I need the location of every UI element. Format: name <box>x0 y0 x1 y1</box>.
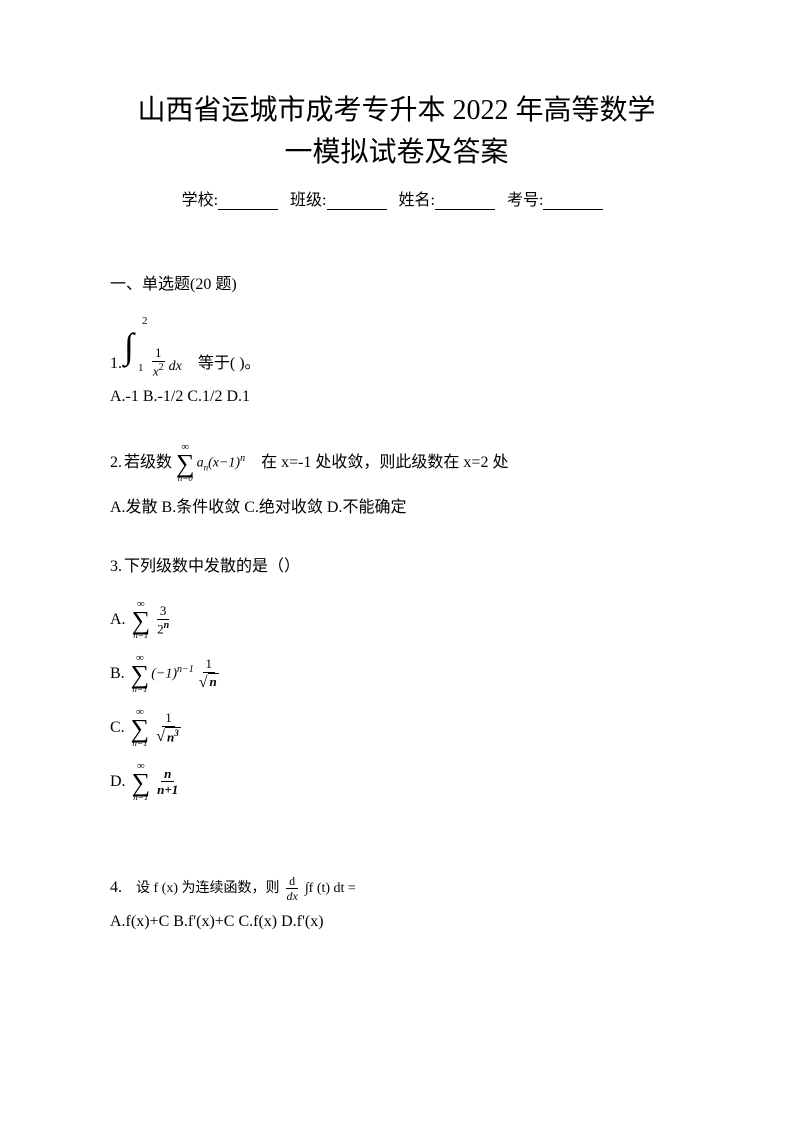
q1-dx: dx <box>169 354 182 379</box>
q1-number: 1. <box>110 350 122 379</box>
q1-frac-den: x2 <box>150 362 167 379</box>
q1-int-upper: 2 <box>142 312 148 332</box>
q1-tail: 等于( )。 <box>198 350 261 379</box>
q3-option-c: C. ∞ ∑ n=1 1 √n3 <box>110 706 683 750</box>
name-label: 姓名: <box>399 192 435 209</box>
q3c-sigma: ∞ ∑ n=1 <box>131 707 150 750</box>
q2-options: A.发散 B.条件收敛 C.绝对收敛 D.不能确定 <box>110 494 683 523</box>
q3b-sigma: ∞ ∑ n=1 <box>131 653 150 696</box>
q2-mid: 在 x=-1 处收敛，则此级数在 x=2 处 <box>261 449 508 478</box>
question-2: 2. 若级数 ∞ ∑ n=0 an(x−1)n 在 x=-1 处收敛，则此级数在… <box>110 442 683 524</box>
q3b-expr: (−1)n−1 <box>151 661 194 687</box>
q2-sigma: ∞ ∑ n=0 <box>176 442 195 485</box>
class-blank[interactable] <box>327 194 387 210</box>
name-blank[interactable] <box>435 194 495 210</box>
q3-number: 3. <box>110 553 122 582</box>
q1-fraction: 1 x2 <box>150 345 167 379</box>
question-3: 3. 下列级数中发散的是（） A. ∞ ∑ n=1 3 2n B. ∞ ∑ n=… <box>110 553 683 804</box>
school-label: 学校: <box>182 192 218 209</box>
q3-option-b: B. ∞ ∑ n=1 (−1)n−1 1 √n <box>110 652 683 696</box>
q3b-frac: 1 √n <box>196 656 222 692</box>
question-1: 1. ∫ 2 1 1 x2 dx 等于( )。 A.-1 B.-1/2 C.1/… <box>110 314 683 412</box>
q4-number: 4. <box>110 874 122 903</box>
document-title: 山西省运城市成考专升本 2022 年高等数学 一模拟试卷及答案 <box>110 90 683 174</box>
examno-label: 考号: <box>507 192 543 209</box>
q3d-frac: n n+1 <box>154 766 181 798</box>
q1-frac-num: 1 <box>152 345 165 362</box>
q1-int-lower: 1 <box>138 359 144 379</box>
q1-options: A.-1 B.-1/2 C.1/2 D.1 <box>110 383 683 412</box>
q3-option-a: A. ∞ ∑ n=1 3 2n <box>110 598 683 642</box>
q2-number: 2. <box>110 449 122 478</box>
examno-blank[interactable] <box>543 194 603 210</box>
q4-expression: 设 f (x) 为连续函数，则 d dx ∫f (t) dt = <box>136 874 356 904</box>
q3d-sigma: ∞ ∑ n=1 <box>132 761 151 804</box>
section-title: 一、单选题(20 题) <box>110 270 683 294</box>
q2-pre: 若级数 <box>124 449 172 478</box>
q1-integral: ∫ 2 1 <box>124 314 134 379</box>
q3c-frac: 1 √n3 <box>153 710 184 746</box>
title-line-1: 山西省运城市成考专升本 2022 年高等数学 <box>137 95 655 126</box>
class-label: 班级: <box>290 192 326 209</box>
q3-option-d: D. ∞ ∑ n=1 n n+1 <box>110 760 683 804</box>
q4-options: A.f(x)+C B.f'(x)+C C.f(x) D.f'(x) <box>110 908 683 937</box>
q3-text: 下列级数中发散的是（） <box>124 553 300 582</box>
school-blank[interactable] <box>218 194 278 210</box>
question-4: 4. 设 f (x) 为连续函数，则 d dx ∫f (t) dt = A.f(… <box>110 874 683 937</box>
q3a-sigma: ∞ ∑ n=1 <box>132 599 151 642</box>
q2-expr: an(x−1)n <box>197 450 246 476</box>
q3a-frac: 3 2n <box>154 603 172 637</box>
student-info-line: 学校: 班级: 姓名: 考号: <box>110 186 683 210</box>
title-line-2: 一模拟试卷及答案 <box>284 137 508 168</box>
